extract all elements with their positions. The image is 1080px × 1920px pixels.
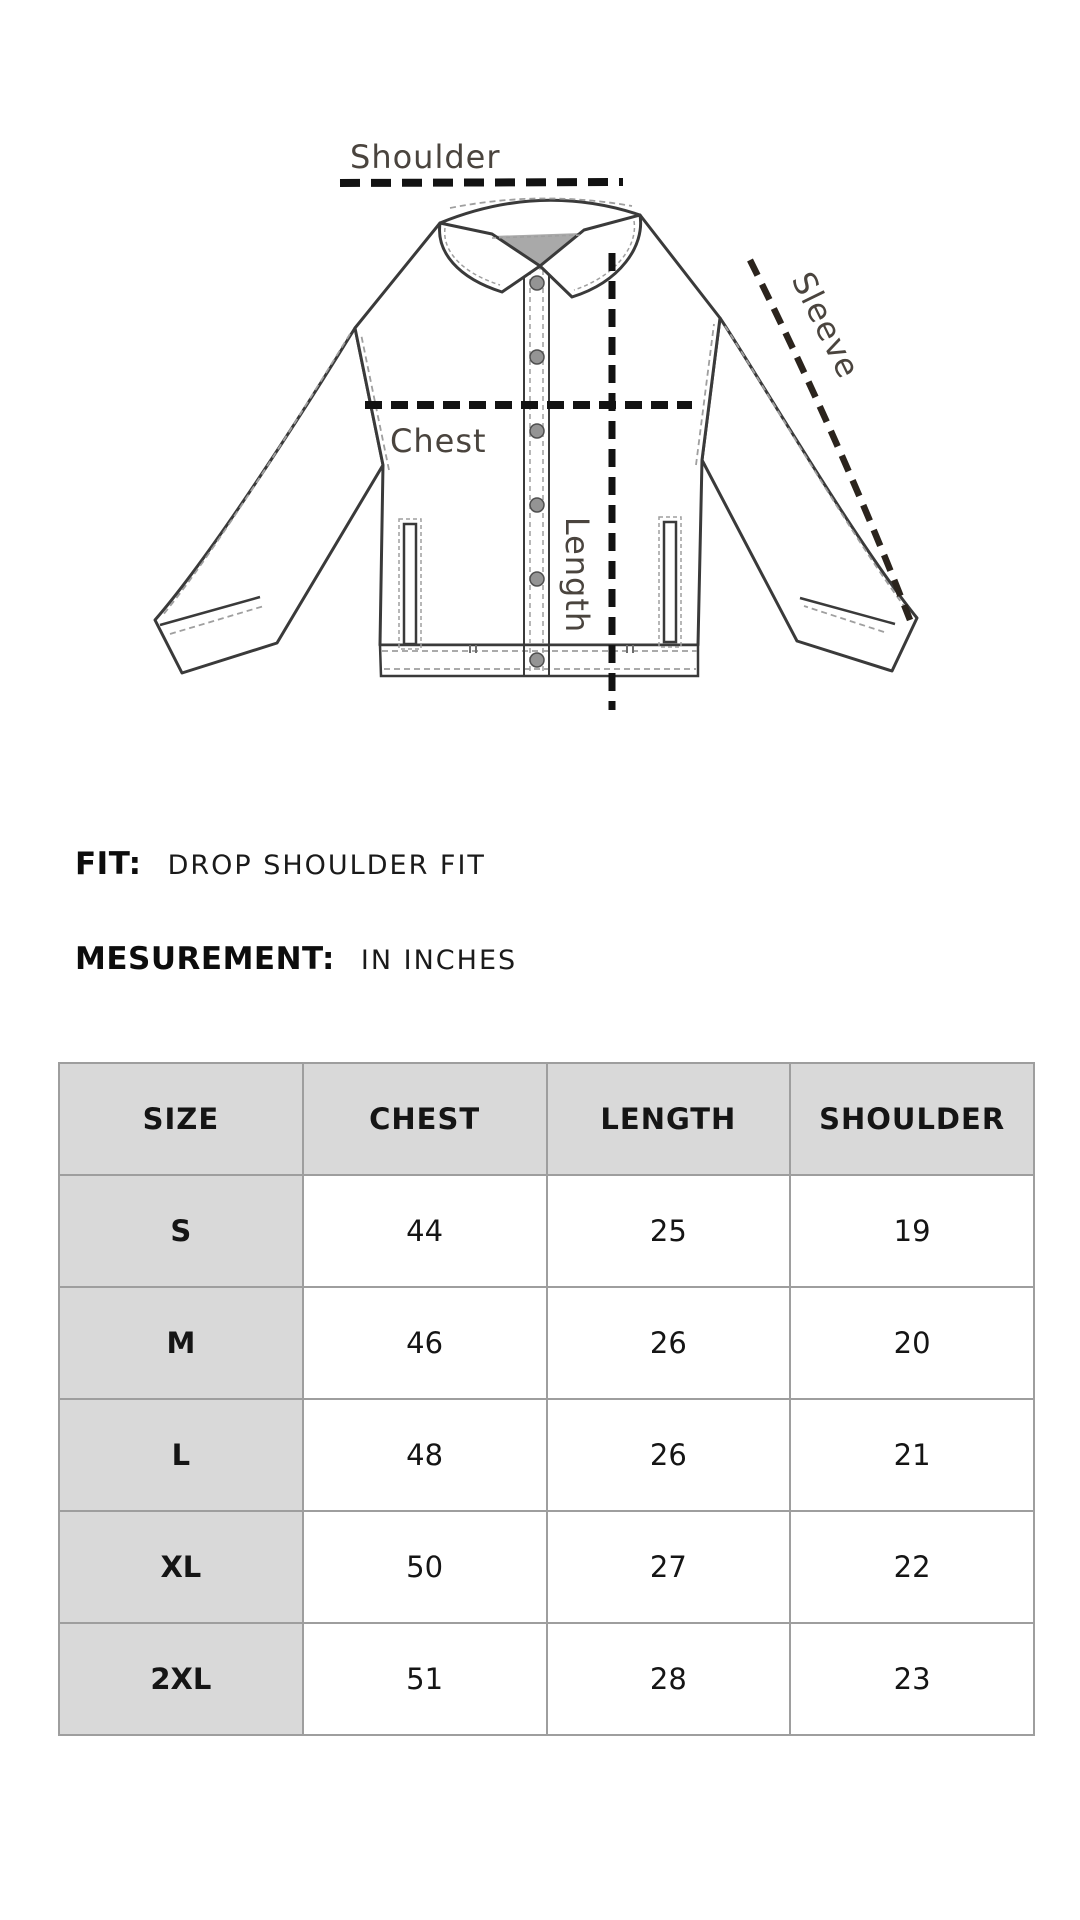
placket-stitches [529, 270, 544, 672]
value-cell: 27 [545, 1510, 792, 1624]
value-cell: 28 [545, 1622, 792, 1736]
measurement-value: IN INCHES [360, 945, 518, 976]
cuff-lines [159, 595, 896, 627]
value-cell: 48 [301, 1398, 548, 1512]
value-cell: 26 [545, 1286, 792, 1400]
size-cell: XL [58, 1510, 304, 1624]
stitch-details [161, 197, 911, 670]
sleeve-measure-line [747, 258, 914, 622]
fit-value: DROP SHOULDER FIT [167, 850, 486, 881]
measurement-row: MESUREMENT: IN INCHES [75, 941, 517, 977]
value-cell: 25 [545, 1174, 792, 1288]
column-header-length: LENGTH [545, 1062, 792, 1176]
fit-row: FIT: DROP SHOULDER FIT [75, 846, 486, 882]
value-cell: 46 [301, 1286, 548, 1400]
jacket-body [353, 198, 722, 647]
size-cell: S [58, 1174, 304, 1288]
fit-label: FIT: [75, 846, 142, 882]
size-chart-table: SIZE CHEST LENGTH SHOULDER S 44 25 19 M 46 26 2… [58, 1062, 1035, 1736]
collar-leaves [438, 213, 643, 299]
welt-pockets [398, 516, 682, 650]
size-cell: 2XL [58, 1622, 304, 1736]
hem-ticks [469, 645, 634, 653]
measurement-label: MESUREMENT: [75, 941, 335, 977]
sleeve-label: Sleeve [784, 266, 868, 384]
value-cell: 23 [789, 1622, 1035, 1736]
placket [523, 266, 550, 676]
column-header-chest: CHEST [301, 1062, 548, 1176]
table-row: M 46 26 20 [58, 1286, 1035, 1400]
shoulder-label: Shoulder [350, 138, 501, 176]
table-header-row: SIZE CHEST LENGTH SHOULDER [58, 1062, 1035, 1176]
table-row: XL 50 27 22 [58, 1510, 1035, 1624]
jacket-diagram: Shoulder Chest Length Sleeve [153, 138, 919, 710]
column-header-shoulder: SHOULDER [789, 1062, 1035, 1176]
table-row: L 48 26 21 [58, 1398, 1035, 1512]
collar-inner-v [492, 233, 582, 270]
value-cell: 51 [301, 1622, 548, 1736]
placket-buttons [529, 275, 545, 668]
value-cell: 44 [301, 1174, 548, 1288]
value-cell: 20 [789, 1286, 1035, 1400]
column-header-size: SIZE [58, 1062, 304, 1176]
collar-stitches [444, 220, 636, 291]
chest-label: Chest [390, 422, 487, 460]
shoulder-measure-line [339, 178, 624, 187]
value-cell: 50 [301, 1510, 548, 1624]
value-cell: 22 [789, 1510, 1035, 1624]
table-row: 2XL 51 28 23 [58, 1622, 1035, 1736]
value-cell: 19 [789, 1174, 1035, 1288]
value-cell: 21 [789, 1398, 1035, 1512]
size-cell: M [58, 1286, 304, 1400]
value-cell: 26 [545, 1398, 792, 1512]
table-row: S 44 25 19 [58, 1174, 1035, 1288]
length-label: Length [558, 517, 596, 633]
size-cell: L [58, 1398, 304, 1512]
